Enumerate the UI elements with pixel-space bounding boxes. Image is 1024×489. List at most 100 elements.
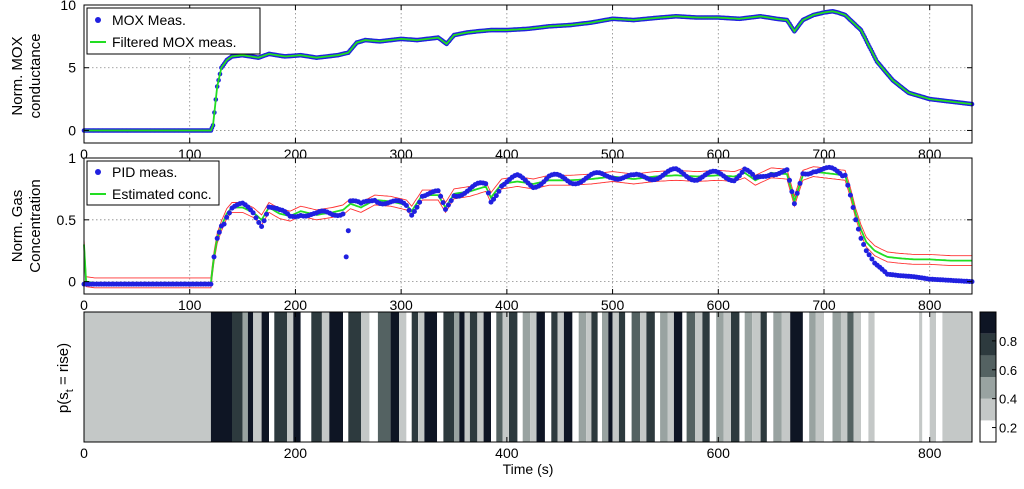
y-tick-label: 1 xyxy=(68,150,76,166)
heatmap-segment xyxy=(942,312,972,442)
heatmap-segment xyxy=(210,312,232,442)
heatmap-segment xyxy=(802,312,810,442)
heatmap-segment xyxy=(509,312,518,442)
pid-meas-point xyxy=(869,256,875,262)
pid-meas-point xyxy=(496,188,502,194)
heatmap-segment xyxy=(752,312,761,442)
heatmap-segment xyxy=(597,312,602,442)
pid-meas-point xyxy=(250,210,256,216)
x-tick-label: 0 xyxy=(80,146,88,162)
pid-meas-point xyxy=(440,200,446,206)
heatmap-segment xyxy=(868,312,875,442)
colorbar-band xyxy=(980,398,996,421)
filtered-mox-line xyxy=(84,10,973,132)
heatmap-segment xyxy=(739,312,745,442)
pid-meas-point xyxy=(850,205,856,210)
y-tick-label: 0 xyxy=(68,274,76,290)
pid-meas-point xyxy=(216,229,222,235)
heatmap-segment xyxy=(832,312,841,442)
panel-mox-legend: MOX Meas. Filtered MOX meas. xyxy=(86,7,261,55)
panel-rise-frame xyxy=(83,311,973,443)
heatmap-segment xyxy=(572,312,579,442)
heatmap-segment xyxy=(424,312,438,442)
heatmap-segment xyxy=(586,312,592,442)
heatmap-segment xyxy=(269,312,275,442)
x-tick-label: 400 xyxy=(495,297,519,313)
pid-meas-point xyxy=(417,199,423,205)
colorbar-tick-label: 0.6 xyxy=(999,363,1017,378)
x-axis-label: Time (s) xyxy=(503,461,554,477)
heatmap-segment xyxy=(781,312,791,442)
colorbar-band xyxy=(980,420,996,442)
heatmap-segment xyxy=(469,312,478,442)
heatmap-segment xyxy=(853,312,861,442)
heatmap-segment xyxy=(723,312,731,442)
heatmap-segment xyxy=(702,312,710,442)
heatmap-segment xyxy=(936,312,943,442)
pid-meas-point xyxy=(853,217,859,223)
heatmap-segment xyxy=(483,312,491,442)
panel-gas-ylabel-line1: Norm. Gas xyxy=(9,190,26,263)
heatmap-segment xyxy=(329,312,343,442)
pid-meas-point xyxy=(784,167,790,173)
heatmap-segment xyxy=(874,312,920,442)
colorbar-ticks: 0.2 0.4 0.6 0.8 xyxy=(992,334,1017,436)
heatmap-segment xyxy=(625,312,632,442)
heatmap-segment xyxy=(682,312,687,442)
heatmap-segment xyxy=(612,312,619,442)
heatmap-segment xyxy=(406,312,412,442)
pid-meas-point xyxy=(438,193,444,199)
pid-meas-point xyxy=(403,203,409,208)
pid-meas-point xyxy=(794,190,800,196)
pid-meas-point xyxy=(863,248,869,254)
heatmap-segment xyxy=(618,312,626,442)
heatmap-segments xyxy=(84,312,972,442)
panel-gas-x-ticks: 0 100 200 300 400 500 600 700 800 xyxy=(80,158,942,313)
panel-mox-ylabel-line1: Norm. MOX xyxy=(9,36,26,115)
panel-rise-ylabel: p(st = rise) xyxy=(55,343,76,413)
pid-meas-point xyxy=(214,235,220,241)
pid-meas-point xyxy=(208,281,214,287)
heatmap-segment xyxy=(631,312,641,442)
pid-meas-point xyxy=(443,206,448,212)
pid-meas-point xyxy=(842,172,848,178)
x-tick-label: 800 xyxy=(918,445,942,461)
pid-meas-point xyxy=(226,210,232,216)
legend-estimated-conc-label: Estimated conc. xyxy=(112,186,212,202)
heatmap-segment xyxy=(824,312,833,442)
heatmap-segment xyxy=(544,312,552,442)
panel-mox-legend-box xyxy=(86,7,261,55)
colorbar-tick-label: 0.2 xyxy=(999,421,1017,436)
x-tick-label: 200 xyxy=(284,445,308,461)
pid-meas-point xyxy=(861,242,867,247)
heatmap-segment xyxy=(840,312,848,442)
heatmap-segment xyxy=(557,312,564,442)
panel-gas: 0 100 200 300 400 500 600 700 800 00.51 Norm. Ga… xyxy=(9,150,975,313)
heatmap-segment xyxy=(369,312,378,442)
heatmap-segment xyxy=(300,312,312,442)
heatmap-segment xyxy=(443,312,454,442)
heatmap-segment xyxy=(646,312,655,442)
pid-meas-point xyxy=(483,181,489,187)
pid-meas-point xyxy=(491,196,497,202)
heatmap-segment xyxy=(491,312,497,442)
colorbar xyxy=(980,312,996,442)
panel-mox-y-ticks: 0 5 10 xyxy=(60,0,972,138)
pid-meas-point xyxy=(866,252,872,258)
heatmap-segment xyxy=(437,312,444,442)
heatmap-segment xyxy=(673,312,683,442)
x-tick-label: 800 xyxy=(918,297,942,313)
heatmap-segment xyxy=(261,312,269,442)
heatmap-segment xyxy=(343,312,349,442)
heatmap-segment xyxy=(517,312,523,442)
legend-pid-meas-marker xyxy=(95,169,101,175)
heatmap-segment xyxy=(293,312,301,442)
pid-meas-point xyxy=(736,173,742,179)
heatmap-segment xyxy=(247,312,254,442)
heatmap-segment xyxy=(84,312,211,442)
pid-meas-point xyxy=(485,190,491,196)
heatmap-segment xyxy=(591,312,598,442)
x-tick-label: 300 xyxy=(389,297,413,313)
